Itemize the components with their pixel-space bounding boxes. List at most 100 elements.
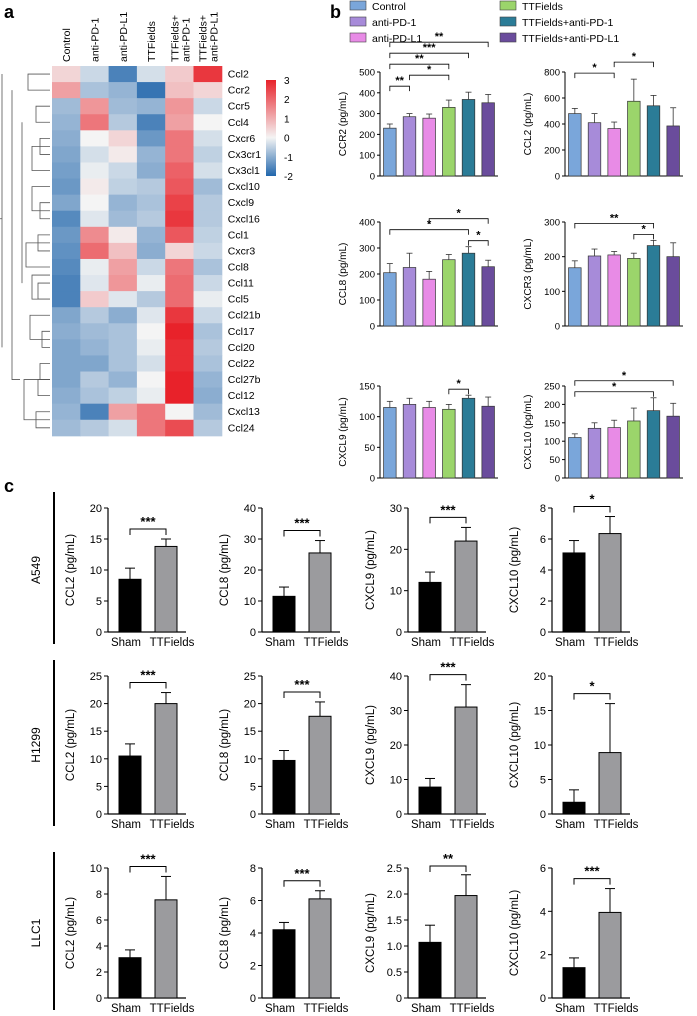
- y-tick-label: 0: [370, 322, 375, 333]
- y-tick-label: 8: [540, 503, 546, 515]
- significance-label: ***: [584, 864, 600, 879]
- chart-cxcl10: 0 50 100 150 200 250 CXCL10 (pg/mL) * *: [523, 370, 683, 485]
- significance-label: *: [457, 378, 462, 390]
- x-tick-label: Sham: [411, 819, 441, 831]
- y-axis-label: CXCR3 (pg/mL): [523, 238, 534, 309]
- y-tick-label: 4: [540, 565, 546, 577]
- significance-label: *: [427, 219, 432, 231]
- y-axis-label: CCL8 (pg/mL): [338, 243, 349, 306]
- panel-label-b: b: [330, 2, 341, 22]
- heatmap-cell: [52, 323, 81, 340]
- chart-llc1-cxcl9: 0 0.5 1.0 1.5 2.0 2.5 CXCL9 (pg/mL) Sham TTField…: [365, 851, 495, 1015]
- heatmap-cell: [193, 242, 223, 260]
- chart-a549-cxcl9: 0 10 20 30 CXCL9 (pg/mL) Sham TTFields ***: [365, 502, 495, 649]
- heatmap-cell: [165, 242, 194, 260]
- heatmap-row-label: Cxcr6: [228, 133, 256, 145]
- heatmap-cell: [52, 339, 81, 356]
- heatmap-cell: [136, 226, 166, 244]
- heatmap-cell: [193, 210, 223, 228]
- heatmap-cell: [52, 82, 81, 99]
- heatmap-cell: [80, 210, 110, 228]
- heatmap-row-label: Cxcl16: [228, 213, 260, 225]
- heatmap-cell: [193, 387, 223, 405]
- colorbar-tick-label: 3: [284, 76, 290, 87]
- heatmap-row-label: Ccl4: [228, 117, 249, 129]
- y-tick-label: 800: [544, 68, 560, 79]
- bar: [607, 254, 621, 327]
- bar: [587, 255, 602, 327]
- y-tick-label: 20: [90, 503, 102, 515]
- significance-bracket: [428, 218, 489, 224]
- chart-a549-ccl8: 0 10 20 30 40 CCL8 (pg/mL) Sham TTFields ***: [219, 503, 349, 649]
- heatmap-cell: [193, 66, 223, 83]
- significance-bracket: [574, 72, 615, 79]
- heatmap-cell: [193, 82, 223, 99]
- y-tick-label: 10: [90, 863, 102, 875]
- y-tick-label: 250: [544, 382, 560, 393]
- heatmap-row-label: Cx3cl1: [228, 165, 260, 177]
- y-tick-label: 5: [96, 596, 102, 608]
- heatmap-row-label: Ccl12: [228, 390, 255, 402]
- y-tick-label: 5: [540, 775, 546, 787]
- significance-label: *: [612, 381, 617, 393]
- legend-swatch: [499, 32, 517, 43]
- heatmap-row-label: Cxcl9: [228, 197, 254, 209]
- heatmap-cell: [136, 242, 166, 260]
- bar: [666, 256, 680, 327]
- heatmap-cell: [80, 258, 110, 276]
- heatmap-cell: [136, 291, 166, 308]
- heatmap-column-label: TTFields+anti-PD-L1: [198, 12, 221, 62]
- heatmap-cell: [108, 98, 138, 115]
- dendrogram-branch: [29, 314, 50, 340]
- significance-bracket: [283, 530, 321, 537]
- y-tick-label: 0: [370, 172, 375, 183]
- heatmap-row-label: Ccl21b: [228, 310, 261, 322]
- bar: [598, 911, 622, 999]
- chart-ccl8: 0 100 200 300 400 CCL8 (pg/mL) * * *: [338, 208, 498, 333]
- y-tick-label: 6: [96, 915, 102, 927]
- heatmap-row-label: Ccl22: [228, 358, 255, 370]
- heatmap-cell: [136, 194, 166, 212]
- panel-label-a: a: [4, 2, 15, 22]
- significance-label: ***: [294, 516, 310, 531]
- x-tick-label: TTFields: [594, 819, 639, 831]
- y-tick-label: 300: [359, 244, 375, 255]
- significance-bracket: [429, 865, 467, 872]
- heatmap-cell: [136, 339, 166, 356]
- heatmap-cell: [80, 130, 110, 147]
- bar: [598, 752, 622, 815]
- y-tick-label: 2.5: [387, 863, 402, 875]
- y-tick-label: 15: [244, 726, 256, 738]
- heatmap-cell: [108, 258, 138, 276]
- bar: [383, 127, 397, 177]
- panel-label-c: c: [4, 476, 14, 496]
- significance-label: ***: [294, 677, 310, 692]
- y-tick-label: 5: [96, 781, 102, 793]
- x-tick-label: TTFields: [150, 819, 195, 831]
- significance-label: **: [415, 53, 424, 65]
- y-tick-label: 0: [396, 809, 402, 821]
- heatmap-cell: [52, 114, 81, 131]
- legend-label: TTFields+anti-PD-L1: [522, 33, 619, 45]
- heatmap-cell: [193, 226, 223, 244]
- dendrogram: [0, 73, 50, 429]
- y-tick-label: 400: [359, 88, 375, 99]
- y-tick-label: 30: [244, 534, 256, 546]
- heatmap-cell: [165, 355, 194, 373]
- y-tick-label: 4: [540, 906, 546, 918]
- y-tick-label: 100: [359, 296, 375, 307]
- bar: [272, 929, 296, 999]
- significance-bracket: [389, 41, 489, 48]
- x-tick-label: TTFields: [304, 819, 349, 831]
- x-tick-label: TTFields: [450, 1003, 495, 1015]
- bar: [568, 437, 582, 479]
- y-tick-label: 15: [90, 726, 102, 738]
- heatmap-cell: [165, 114, 194, 131]
- significance-bracket: [574, 222, 654, 229]
- bar: [154, 899, 178, 999]
- heatmap-cell: [193, 162, 223, 180]
- significance-label: ***: [140, 514, 156, 529]
- y-tick-label: 0: [555, 172, 560, 183]
